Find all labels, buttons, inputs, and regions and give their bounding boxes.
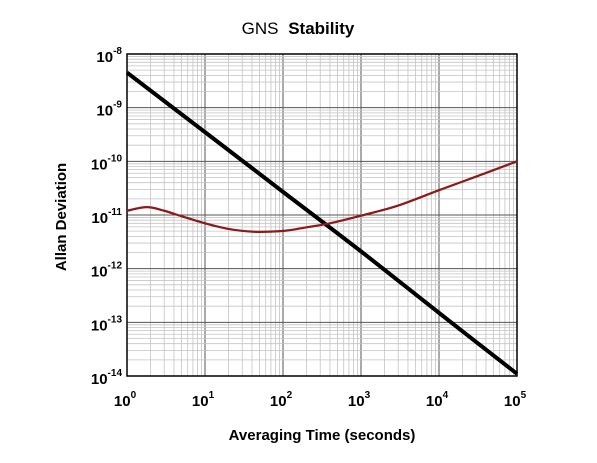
y-tick-label: 10-11 [91,207,122,227]
x-tick-label: 104 [426,390,449,410]
x-tick-label: 105 [504,390,527,410]
series-line-1 [125,71,519,376]
chart-title-part1: GNS [242,19,279,38]
plot-frame [126,53,518,377]
y-tick-label: 10-9 [96,100,122,120]
y-tick-label: 10-12 [91,261,123,281]
y-axis-label: Allan Deviation [53,163,70,271]
grid [126,54,517,377]
y-tick-label: 10-14 [91,368,123,388]
x-tick-label: 102 [270,390,293,410]
x-axis-label: Averaging Time (seconds) [229,427,416,444]
x-tick-labels: 100 101 102 103 104 105 [114,390,527,410]
y-tick-label: 10-10 [91,153,123,173]
series-group [125,71,519,376]
x-tick-label: 101 [192,390,215,410]
y-tick-label: 10-8 [96,46,122,66]
x-tick-label: 100 [114,390,137,410]
x-tick-label: 103 [348,390,371,410]
y-tick-label: 10-13 [91,314,123,334]
series-line-2 [126,160,518,233]
chart-title: GNS Stability [242,19,355,38]
chart-title-part2: Stability [288,19,355,38]
y-tick-labels: 10-8 10-9 10-10 10-11 10-12 10-13 10-14 [91,46,123,388]
